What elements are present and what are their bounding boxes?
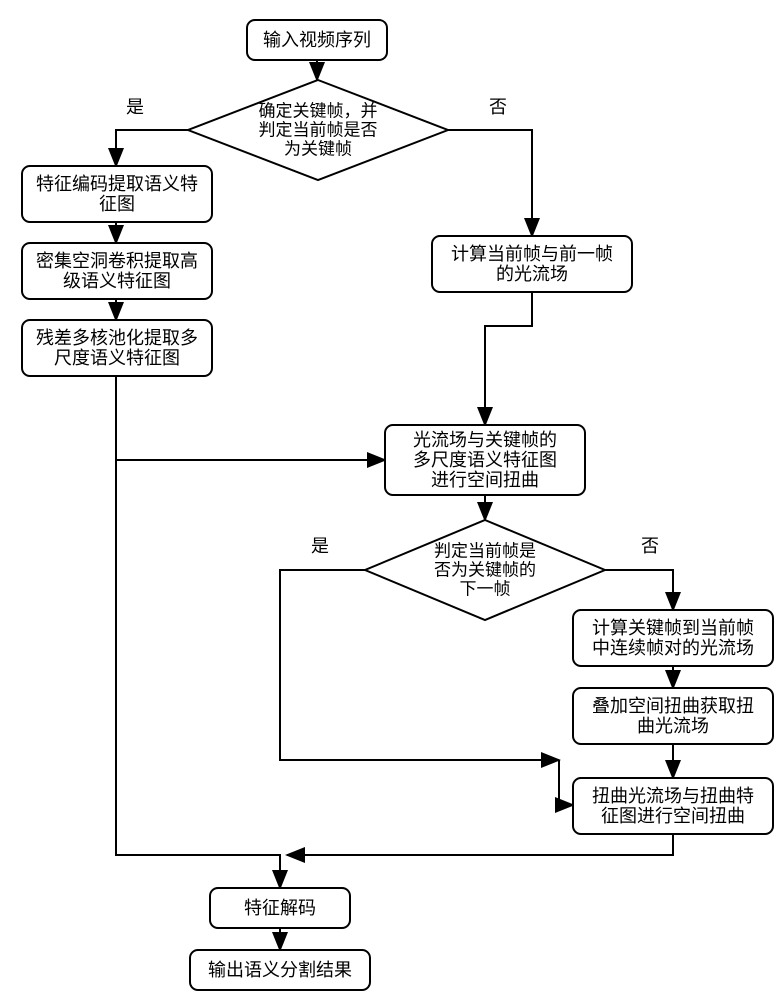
- n_warp: 光流场与关键帧的多尺度语义特征图进行空间扭曲: [385, 425, 585, 495]
- n_decide1: 确定关键帧，并判定当前帧是否为关键帧: [188, 80, 448, 180]
- n_dilated-text-1: 级语义特征图: [63, 271, 171, 291]
- n_stack-text-0: 叠加空间扭曲获取扭: [592, 696, 754, 716]
- n_decode: 特征解码: [210, 888, 350, 928]
- n_decide1-text-0: 确定关键帧，并: [259, 101, 378, 120]
- n_output-text-0: 输出语义分割结果: [208, 960, 352, 980]
- n_decide2-text-1: 否为关键帧的: [434, 560, 536, 579]
- n_no1: 否: [489, 97, 507, 117]
- n_residual-text-1: 尺度语义特征图: [54, 348, 180, 368]
- n_dilated: 密集空洞卷积提取高级语义特征图: [22, 243, 212, 299]
- n_warp2: 扭曲光流场与扭曲特征图进行空间扭曲: [573, 778, 773, 834]
- n_flowpair-text-0: 计算关键帧到当前帧: [592, 618, 754, 638]
- n_dilated-text-0: 密集空洞卷积提取高: [36, 251, 198, 271]
- n_decide1-text-2: 为关键帧: [284, 139, 352, 158]
- n_no2: 否: [641, 536, 659, 556]
- n_decide2-text-0: 判定当前帧是: [434, 541, 536, 560]
- n_flowpair: 计算关键帧到当前帧中连续帧对的光流场: [573, 610, 773, 666]
- n_warp-text-2: 进行空间扭曲: [431, 470, 539, 490]
- edge: [116, 460, 280, 888]
- n_warp2-text-0: 扭曲光流场与扭曲特: [592, 786, 754, 806]
- n_feat_enc-text-0: 特征编码提取语义特: [36, 174, 198, 194]
- n_yes2: 是: [311, 536, 329, 556]
- edge: [605, 570, 673, 610]
- n_input: 输入视频序列: [247, 20, 387, 60]
- n_flowpair-text-1: 中连续帧对的光流场: [592, 638, 754, 658]
- flowchart-diagram: 输入视频序列确定关键帧，并判定当前帧是否为关键帧是否特征编码提取语义特征图密集空…: [0, 0, 783, 1000]
- n_flow_calc-text-1: 的光流场: [496, 264, 568, 284]
- edge: [485, 292, 532, 425]
- n_residual-text-0: 残差多核池化提取多: [36, 328, 198, 348]
- n_warp-text-1: 多尺度语义特征图: [413, 450, 557, 470]
- n_stack-text-1: 曲光流场: [637, 716, 709, 736]
- edge: [287, 834, 673, 855]
- n_output: 输出语义分割结果: [190, 950, 370, 990]
- n_input-text-0: 输入视频序列: [263, 30, 371, 50]
- n_warp-text-0: 光流场与关键帧的: [413, 430, 557, 450]
- n_feat_enc-text-1: 征图: [99, 194, 135, 214]
- n_feat_enc: 特征编码提取语义特征图: [22, 166, 212, 222]
- n_decide2-text-2: 下一帧: [460, 579, 511, 598]
- edge: [116, 376, 385, 460]
- n_decide2: 判定当前帧是否为关键帧的下一帧: [365, 520, 605, 620]
- n_decode-text-0: 特征解码: [244, 898, 316, 918]
- n_yes1: 是: [126, 97, 144, 117]
- n_flow_calc-text-0: 计算当前帧与前一帧: [451, 244, 613, 264]
- n_flow_calc: 计算当前帧与前一帧的光流场: [432, 236, 632, 292]
- edge: [559, 760, 573, 805]
- n_residual: 残差多核池化提取多尺度语义特征图: [22, 320, 212, 376]
- n_warp2-text-1: 征图进行空间扭曲: [601, 806, 745, 826]
- edge: [448, 130, 532, 236]
- n_stack: 叠加空间扭曲获取扭曲光流场: [573, 688, 773, 744]
- n_decide1-text-1: 判定当前帧是否: [259, 120, 378, 139]
- edge: [116, 130, 188, 166]
